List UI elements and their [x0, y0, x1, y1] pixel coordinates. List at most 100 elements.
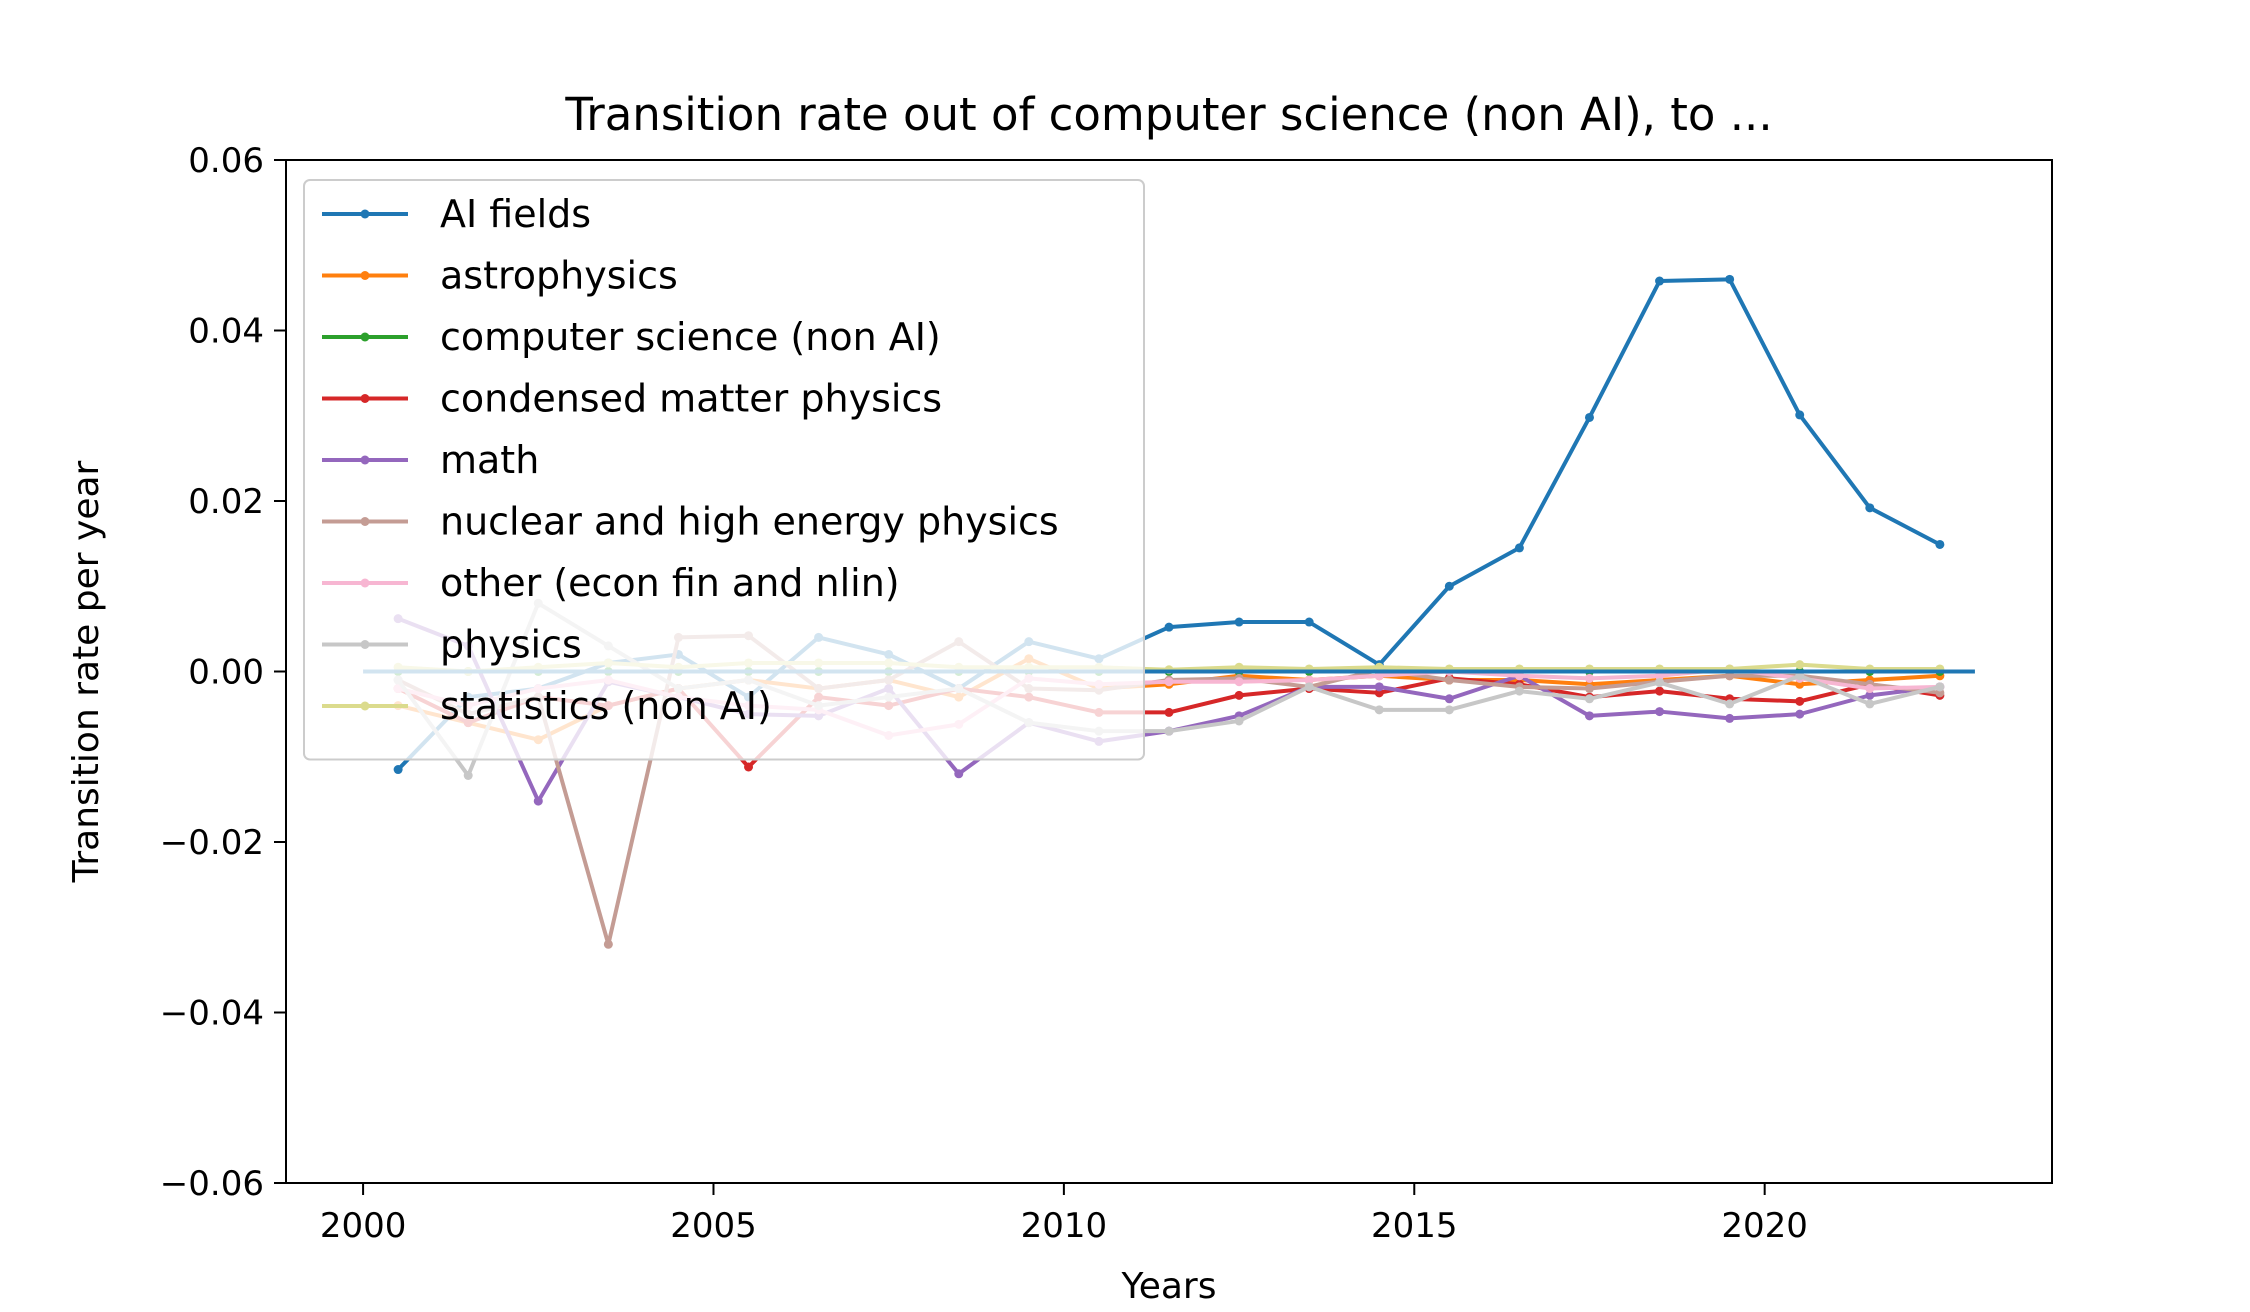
y-axis: −0.06 −0.04 −0.02 0.00 0.02 0.04 0.06 — [160, 141, 286, 1204]
data-point — [1865, 699, 1875, 709]
legend-marker — [360, 578, 370, 588]
data-point — [603, 939, 613, 949]
data-point — [1164, 707, 1174, 717]
data-point — [1304, 675, 1314, 685]
data-point — [1795, 660, 1805, 670]
x-tick-label: 2020 — [1721, 1206, 1808, 1246]
data-point — [744, 762, 754, 772]
data-point — [1655, 707, 1665, 717]
data-point — [1584, 673, 1594, 683]
y-tick-label: 0.04 — [188, 312, 264, 352]
legend-label: physics — [440, 623, 582, 667]
legend-marker — [360, 640, 370, 649]
legend-label: other (econ fin and nlin) — [440, 561, 900, 605]
legend-label: astrophysics — [440, 254, 678, 298]
data-point — [1795, 709, 1805, 719]
data-point — [1655, 671, 1665, 681]
data-point — [1374, 662, 1384, 672]
legend-label: nuclear and high energy physics — [440, 500, 1059, 544]
data-point — [1584, 412, 1594, 422]
legend-marker — [360, 455, 370, 465]
legend-item: AI fields — [322, 192, 591, 236]
legend-marker — [360, 394, 370, 403]
x-axis-title: Years — [1121, 1266, 1217, 1307]
legend-marker — [360, 271, 370, 280]
legend-item: math — [322, 438, 539, 482]
data-point — [1164, 622, 1174, 632]
data-point — [1374, 705, 1384, 715]
legend-marker — [360, 332, 370, 342]
legend: AI fields astrophysics computer science (n… — [303, 179, 1145, 761]
data-point — [1234, 690, 1244, 700]
data-point — [1725, 713, 1735, 723]
y-tick-label: −0.04 — [160, 994, 264, 1034]
data-point — [1234, 617, 1244, 627]
data-point — [1234, 677, 1244, 687]
data-point — [1725, 699, 1735, 709]
data-point — [1795, 696, 1805, 706]
data-point — [1444, 581, 1454, 591]
data-point — [1865, 690, 1875, 700]
legend-label: computer science (non AI) — [440, 315, 941, 359]
legend-item: astrophysics — [322, 254, 678, 298]
legend-label: math — [440, 438, 539, 482]
y-axis-title: Transition rate per year — [66, 460, 107, 883]
data-point — [1374, 682, 1384, 692]
data-point — [1795, 671, 1805, 681]
data-point — [1444, 675, 1454, 685]
data-point — [1725, 671, 1735, 681]
data-point — [1234, 716, 1244, 726]
data-point — [1655, 678, 1665, 688]
data-point — [1865, 684, 1875, 694]
data-point — [1514, 543, 1524, 553]
data-point — [1725, 274, 1735, 284]
x-tick-label: 2010 — [1021, 1206, 1108, 1246]
x-axis: 2000 2005 2010 2015 2020 — [320, 1183, 1808, 1246]
data-point — [1444, 705, 1454, 715]
legend-item: physics — [322, 623, 582, 667]
legend-label: AI fields — [440, 192, 591, 236]
data-point — [1584, 711, 1594, 721]
data-point — [393, 765, 403, 775]
data-point — [1234, 662, 1244, 672]
legend-label: statistics (non AI) — [440, 684, 772, 728]
data-point — [1164, 677, 1174, 687]
data-point — [1304, 617, 1314, 627]
data-point — [1514, 686, 1524, 696]
data-point — [1935, 539, 1945, 549]
legend-item: computer science (non AI) — [322, 315, 941, 359]
x-tick-label: 2005 — [670, 1206, 757, 1246]
data-point — [1655, 686, 1665, 696]
legend-label: condensed matter physics — [440, 377, 942, 421]
legend-item: nuclear and high energy physics — [322, 500, 1059, 544]
legend-box — [303, 179, 1145, 761]
data-point — [1444, 694, 1454, 704]
y-tick-label: 0.00 — [188, 653, 264, 693]
data-point — [463, 771, 473, 781]
x-tick-label: 2015 — [1371, 1206, 1458, 1246]
chart-title: Transition rate out of computer science … — [564, 88, 1772, 141]
y-tick-label: 0.02 — [188, 482, 264, 522]
legend-item: statistics (non AI) — [322, 684, 772, 728]
legend-item: condensed matter physics — [322, 377, 942, 421]
data-point — [1865, 503, 1875, 513]
data-point — [1164, 726, 1174, 736]
data-point — [1304, 682, 1314, 692]
legend-marker — [360, 209, 370, 219]
legend-marker — [360, 517, 370, 526]
legend-marker — [360, 701, 370, 711]
y-tick-label: 0.06 — [188, 141, 264, 181]
data-point — [1584, 684, 1594, 694]
data-point — [954, 769, 964, 779]
data-point — [1374, 671, 1384, 681]
data-point — [1655, 276, 1665, 286]
y-tick-label: −0.06 — [160, 1164, 264, 1204]
legend-item: other (econ fin and nlin) — [322, 561, 900, 605]
x-tick-label: 2000 — [320, 1206, 407, 1246]
data-point — [533, 796, 543, 806]
data-point — [1795, 410, 1805, 420]
data-point — [1584, 694, 1594, 704]
y-tick-label: −0.02 — [160, 823, 264, 863]
